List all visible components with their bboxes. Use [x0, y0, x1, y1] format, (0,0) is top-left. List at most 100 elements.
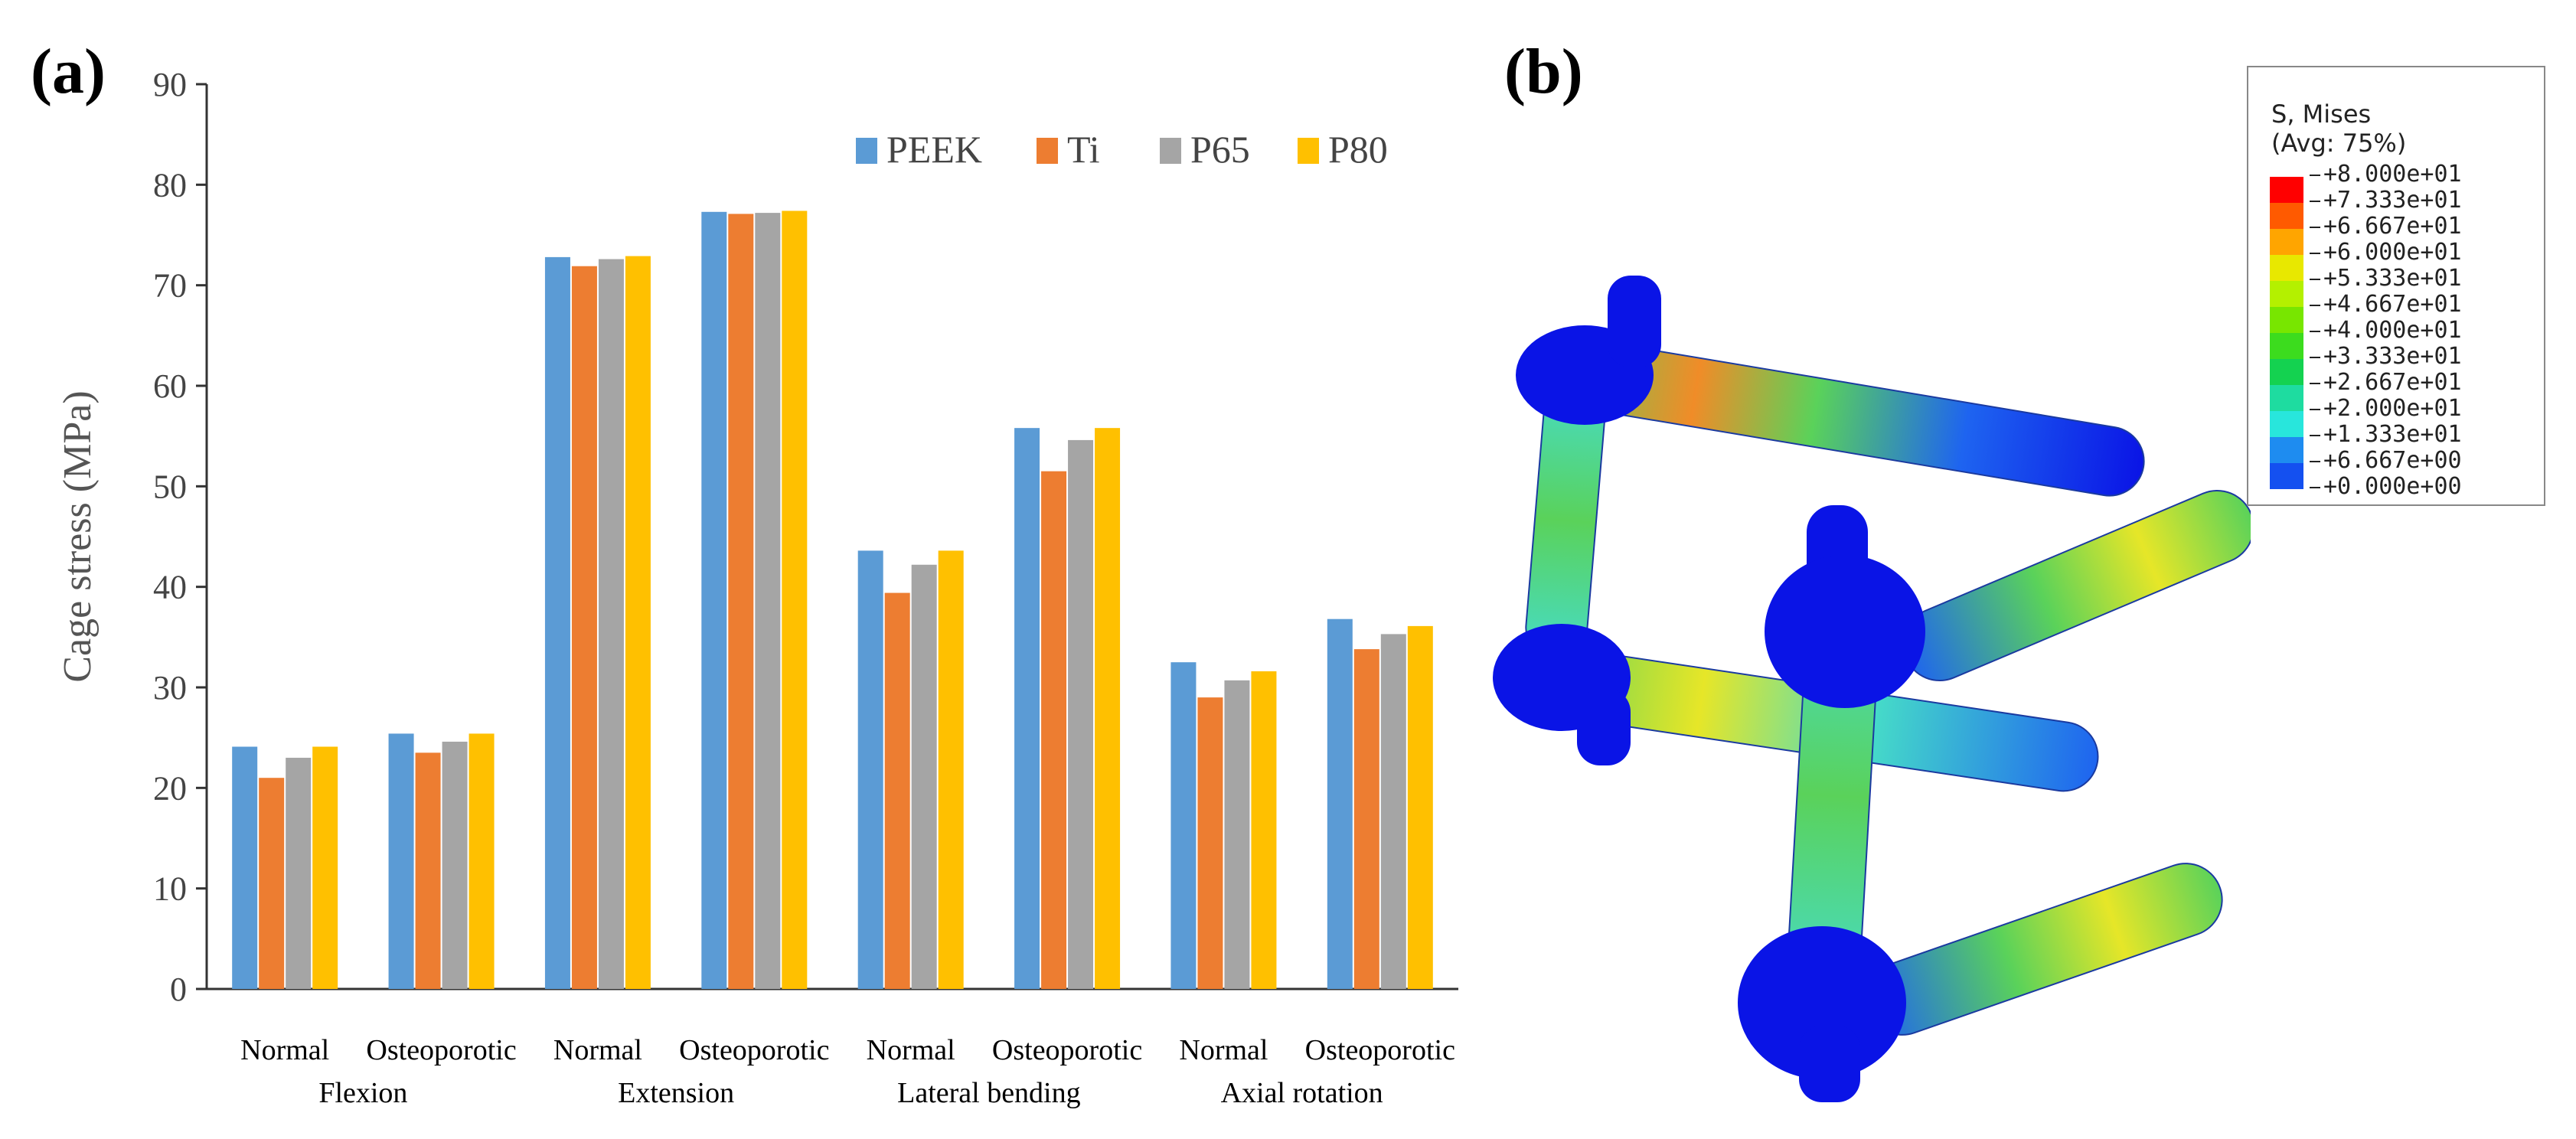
y-tick-label: 30	[153, 669, 187, 707]
colorbar-swatch	[2270, 229, 2303, 255]
colorbar-swatch	[2270, 281, 2303, 307]
bar-peek-2	[544, 256, 570, 990]
y-tick-label: 20	[153, 769, 187, 807]
colorbar-subtitle: (Avg: 75%)	[2271, 129, 2407, 158]
colorbar-level-label: +5.333e+01	[2310, 266, 2462, 292]
colorbar-swatch	[2270, 411, 2303, 437]
bar-p80-6	[1251, 671, 1277, 989]
bar-p65-5	[1068, 439, 1094, 989]
bar-peek-0	[232, 746, 258, 989]
x-group-label: Lateral bending	[897, 1077, 1081, 1109]
x-category-label: Normal	[867, 1034, 955, 1066]
y-tick-label: 60	[153, 367, 187, 405]
x-category-label: Normal	[553, 1034, 642, 1066]
colorbar-swatch	[2270, 463, 2303, 489]
legend-label-ti: Ti	[1067, 128, 1100, 171]
legend-swatch-p65	[1160, 138, 1181, 164]
bar-p80-3	[782, 211, 808, 990]
colorbar-level-label: +7.333e+01	[2310, 188, 2462, 214]
bar-p65-2	[598, 259, 624, 989]
colorbar-swatch	[2270, 359, 2303, 385]
bar-p80-5	[1095, 428, 1121, 989]
colorbar-level-label: +4.667e+01	[2310, 292, 2462, 318]
bar-ti-7	[1353, 649, 1379, 989]
y-axis-title: Cage stress (MPa)	[56, 390, 100, 682]
x-category-label: Osteoporotic	[366, 1034, 516, 1066]
fem-node-right-bottom	[1738, 926, 1906, 1079]
legend-label-p80: P80	[1328, 128, 1388, 171]
colorbar-level-label: +6.667e+01	[2310, 214, 2462, 240]
colorbar-labels: +8.000e+01 +7.333e+01 +6.667e+01 +6.000e+01…	[2310, 162, 2462, 500]
x-group-label: Flexion	[318, 1077, 407, 1109]
bar-p80-7	[1407, 625, 1433, 989]
bar-ti-0	[259, 778, 285, 989]
colorbar-swatch	[2270, 255, 2303, 281]
bar-p65-6	[1224, 680, 1250, 989]
bar-ti-2	[571, 266, 597, 989]
x-group-label: Extension	[618, 1077, 734, 1109]
fem-node-right-bottom-post	[1799, 1026, 1860, 1102]
legend-swatch-p80	[1298, 138, 1319, 164]
colorbar-level-label: +6.667e+00	[2310, 448, 2462, 474]
bar-peek-7	[1327, 618, 1353, 989]
bar-ti-4	[884, 592, 910, 989]
x-category-label: Osteoporotic	[679, 1034, 829, 1066]
bar-peek-6	[1170, 662, 1197, 989]
y-tick-label: 80	[153, 166, 187, 204]
bar-p80-1	[469, 733, 495, 989]
y-tick-label: 90	[153, 66, 187, 103]
colorbar-level-label: +1.333e+01	[2310, 422, 2462, 448]
legend-swatch-ti	[1037, 138, 1058, 164]
bar-ti-6	[1197, 697, 1223, 989]
fem-node-left-bottom-post	[1577, 689, 1631, 765]
x-category-label: Osteoporotic	[992, 1034, 1142, 1066]
fem-cage-model	[1493, 276, 2251, 1102]
colorbar-swatch	[2270, 333, 2303, 359]
colorbar-swatch	[2270, 177, 2303, 203]
bar-p65-0	[286, 757, 312, 989]
colorbar-swatch	[2270, 437, 2303, 463]
x-category-label: Normal	[240, 1034, 329, 1066]
bar-chart: 0 10 20 30 40 50 60 70 80 90 Cage stress (MPa) Norm…	[56, 66, 1458, 1109]
colorbar-swatch	[2270, 307, 2303, 333]
bar-p65-1	[442, 741, 468, 989]
colorbar-legend: S, Mises (Avg: 75%) +8.000e+01 +7.333e+01…	[2247, 66, 2545, 506]
bar-p65-4	[911, 564, 937, 989]
colorbar-level-label: +0.000e+00	[2310, 474, 2462, 500]
y-tick-label: 50	[153, 468, 187, 505]
bar-ti-3	[728, 214, 754, 989]
colorbar-swatches	[2270, 177, 2303, 489]
colorbar-level-label: +2.667e+01	[2310, 370, 2462, 396]
bar-p65-3	[755, 213, 781, 989]
colorbar-swatch	[2270, 385, 2303, 411]
x-group-label: Axial rotation	[1221, 1077, 1383, 1109]
fem-node-right-top	[1765, 555, 1925, 708]
bar-p80-0	[312, 746, 338, 989]
colorbar-title: S, Mises	[2271, 100, 2372, 129]
bar-peek-4	[857, 550, 883, 989]
x-category-label: Osteoporotic	[1305, 1034, 1455, 1066]
colorbar-level-label: +2.000e+01	[2310, 396, 2462, 422]
panel-label-a: (a)	[31, 36, 106, 107]
panel-label-b: (b)	[1504, 36, 1583, 107]
colorbar-level-label: +8.000e+01	[2310, 162, 2462, 188]
y-tick-label: 0	[170, 971, 187, 1008]
bar-p65-7	[1380, 634, 1406, 989]
colorbar-level-label: +6.000e+01	[2310, 240, 2462, 266]
y-tick-label: 70	[153, 267, 187, 305]
bar-peek-1	[388, 733, 414, 989]
bar-ti-5	[1041, 471, 1067, 989]
bar-peek-3	[701, 211, 727, 989]
colorbar-level-label: +4.000e+01	[2310, 318, 2462, 344]
legend-swatch-peek	[856, 138, 877, 164]
fem-rod-right-lower	[1865, 863, 2223, 1036]
bar-peek-5	[1014, 428, 1040, 989]
fem-node-left-top-post	[1608, 276, 1661, 367]
bar-p80-2	[625, 256, 651, 990]
y-tick-label: 40	[153, 569, 187, 606]
bar-p80-4	[938, 550, 964, 989]
legend-label-p65: P65	[1190, 128, 1250, 171]
fem-rod-right-upper	[1902, 489, 2251, 682]
x-category-label: Normal	[1179, 1034, 1268, 1066]
